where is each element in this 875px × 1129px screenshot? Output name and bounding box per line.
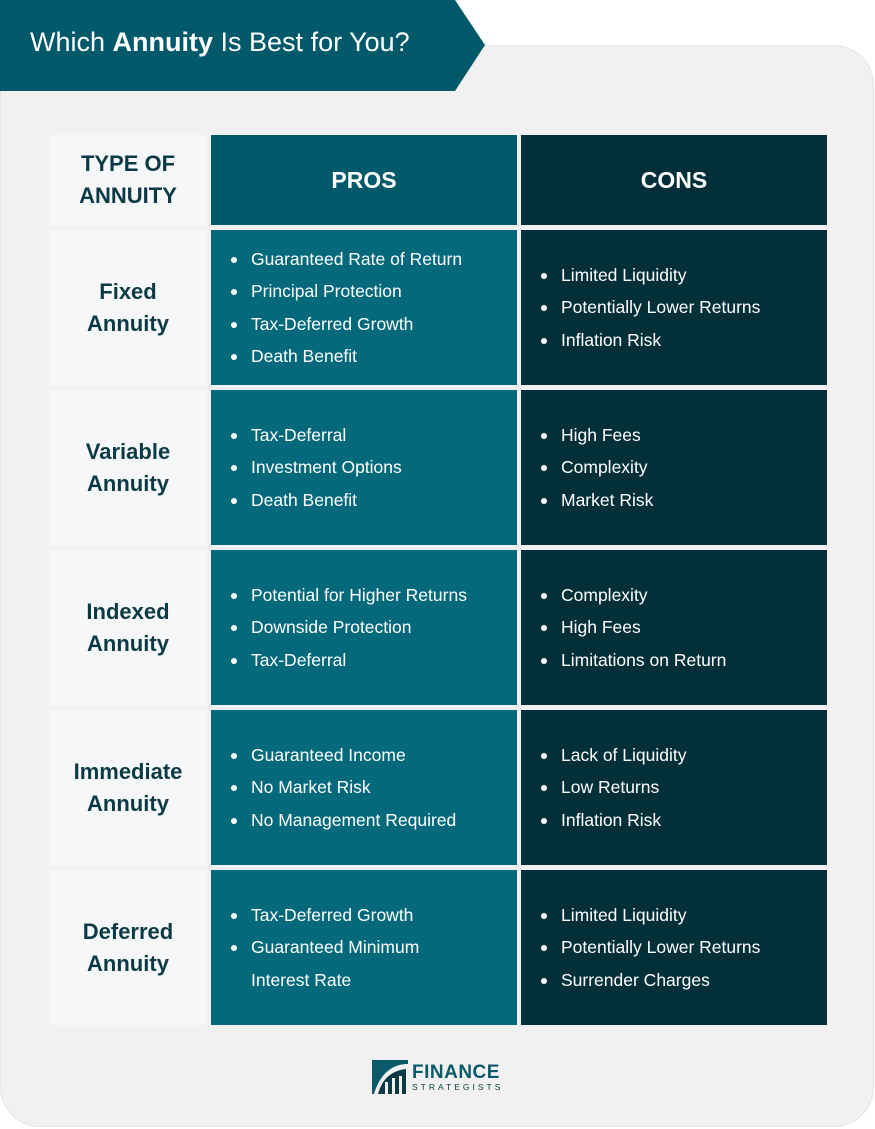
cons-item: Inflation Risk (541, 804, 687, 837)
cons-list: Lack of Liquidity Low Returns Inflation Ri… (521, 739, 687, 837)
cons-item: Surrender Charges (541, 964, 760, 997)
pros-item: Investment Options (231, 451, 402, 484)
header-type: TYPE OF ANNUITY (49, 135, 207, 225)
cons-item: High Fees (541, 419, 653, 452)
pros-list: Potential for Higher Returns Downside Pro… (211, 579, 467, 677)
pros-item: Principal Protection (231, 275, 462, 308)
cons-item: Potentially Lower Returns (541, 291, 760, 324)
annuity-type: Fixed Annuity (49, 230, 207, 385)
pros-item: Tax-Deferred Growth (231, 308, 462, 341)
banner-arrow-shape (0, 0, 485, 91)
cons-item: Complexity (541, 579, 726, 612)
cons-item: Limited Liquidity (541, 899, 760, 932)
pros-item: Guaranteed Income (231, 739, 456, 772)
pros-item: Tax-Deferred Growth (231, 899, 461, 932)
finance-strategists-logo: FINANCE STRATEGISTS (372, 1060, 503, 1094)
cons-list: High Fees Complexity Market Risk (521, 419, 653, 517)
pros-list: Guaranteed Income No Market Risk No Manage… (211, 739, 456, 837)
pros-list: Guaranteed Rate of Return Principal Prote… (211, 243, 462, 373)
pros-item: Death Benefit (231, 484, 402, 517)
cons-cell: Lack of Liquidity Low Returns Inflation Ri… (521, 710, 827, 865)
title-banner: Which Annuity Is Best for You? (0, 0, 485, 91)
annuity-table: TYPE OF ANNUITY PROS CONS Fixed Annuity G… (49, 135, 827, 1025)
pros-item: Tax-Deferral (231, 419, 402, 452)
pros-cell: Tax-Deferral Investment Options Death Bene… (211, 390, 517, 545)
header-cons: CONS (521, 135, 827, 225)
cons-item: High Fees (541, 611, 726, 644)
pros-cell: Guaranteed Income No Market Risk No Manage… (211, 710, 517, 865)
cons-item: Inflation Risk (541, 324, 760, 357)
cons-item: Limited Liquidity (541, 259, 760, 292)
page-title: Which Annuity Is Best for You? (30, 27, 410, 57)
cons-list: Complexity High Fees Limitations on Return (521, 579, 726, 677)
pros-item: Death Benefit (231, 340, 462, 373)
cons-item: Complexity (541, 451, 653, 484)
pros-item: Downside Protection (231, 611, 467, 644)
annuity-type: Variable Annuity (49, 390, 207, 545)
pros-item: No Management Required (231, 804, 456, 837)
cons-item: Lack of Liquidity (541, 739, 687, 772)
cons-item: Market Risk (541, 484, 653, 517)
logo-line1: FINANCE (412, 1061, 500, 1083)
pros-cell: Tax-Deferred Growth Guaranteed Minimum In… (211, 870, 517, 1025)
logo-icon (372, 1060, 408, 1094)
pros-cell: Guaranteed Rate of Return Principal Prote… (211, 230, 517, 385)
annuity-type: Deferred Annuity (49, 870, 207, 1025)
pros-item: Guaranteed Rate of Return (231, 243, 462, 276)
pros-item: No Market Risk (231, 771, 456, 804)
pros-list: Tax-Deferral Investment Options Death Bene… (211, 419, 402, 517)
pros-item: Tax-Deferral (231, 644, 467, 677)
logo-line2: STRATEGISTS (412, 1081, 504, 1092)
pros-list: Tax-Deferred Growth Guaranteed Minimum In… (211, 899, 461, 997)
pros-item: Guaranteed Minimum Interest Rate (231, 931, 461, 996)
annuity-type: Immediate Annuity (49, 710, 207, 865)
annuity-type: Indexed Annuity (49, 550, 207, 705)
cons-list: Limited Liquidity Potentially Lower Retur… (521, 899, 760, 997)
cons-cell: Complexity High Fees Limitations on Return (521, 550, 827, 705)
cons-item: Potentially Lower Returns (541, 931, 760, 964)
pros-cell: Potential for Higher Returns Downside Pro… (211, 550, 517, 705)
header-pros: PROS (211, 135, 517, 225)
cons-item: Low Returns (541, 771, 687, 804)
pros-item: Potential for Higher Returns (231, 579, 467, 612)
cons-cell: Limited Liquidity Potentially Lower Retur… (521, 230, 827, 385)
cons-cell: High Fees Complexity Market Risk (521, 390, 827, 545)
cons-item: Limitations on Return (541, 644, 726, 677)
cons-list: Limited Liquidity Potentially Lower Retur… (521, 259, 760, 357)
cons-cell: Limited Liquidity Potentially Lower Retur… (521, 870, 827, 1025)
